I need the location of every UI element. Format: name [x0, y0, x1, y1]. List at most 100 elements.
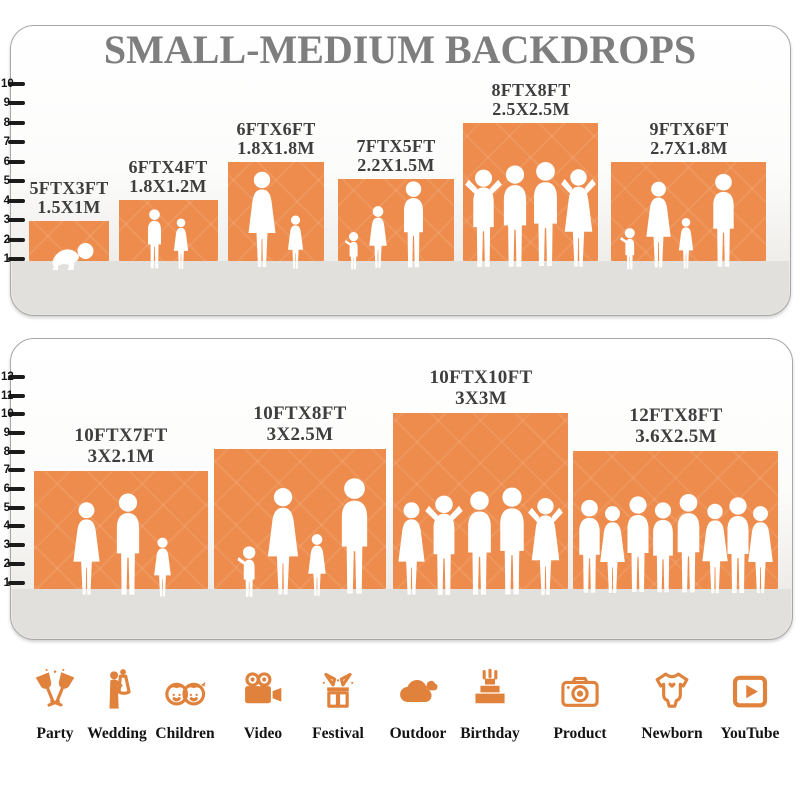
ruler-number: 10: [1, 408, 14, 420]
backdrop-size-label: 6FTX6FT 1.8X1.8M: [236, 119, 316, 158]
people-silhouette: [248, 171, 304, 269]
category-label: Wedding: [87, 725, 147, 742]
ruler-tick: [8, 450, 25, 454]
children-icon: [165, 682, 206, 706]
people-silhouette: [620, 173, 734, 270]
backdrop-9ftx6ft: [611, 162, 766, 270]
category-outdoor: Outdoor: [382, 666, 454, 743]
ruler-tick: [8, 238, 25, 242]
people-silhouette: [465, 162, 596, 267]
backdrop-10ftx7ft: [34, 471, 208, 597]
backdrop-5ftx3ft: [29, 221, 109, 270]
ruler-tick: [8, 160, 25, 164]
backdrop-6ftx6ft: [228, 162, 324, 269]
people-silhouette: [398, 487, 563, 595]
ruler-number: 6: [3, 483, 10, 495]
wedding-icon: [109, 669, 131, 709]
backdrop-size-label: 5FTX3FT 1.5X1M: [29, 178, 109, 217]
backdrop-7ftx5ft: [338, 179, 454, 270]
ruler-number: 9: [3, 427, 10, 439]
people-silhouette: [344, 181, 423, 270]
backdrop-size-label: 8FTX8FT 2.5X2.5M: [491, 80, 571, 119]
category-label: Children: [155, 725, 215, 742]
backdrop-size-label: 10FTX8FT 3X2.5M: [253, 403, 347, 445]
ruler-tick: [8, 121, 25, 125]
category-label: Newborn: [641, 725, 703, 742]
ruler-tick: [8, 543, 25, 547]
ruler-number: 10: [1, 78, 14, 90]
ruler-number: 3: [3, 214, 10, 226]
ruler-tick: [8, 82, 25, 86]
people-silhouette: [237, 478, 368, 597]
page-title: SMALL-MEDIUM BACKDROPS: [103, 27, 697, 72]
backdrop-size-label: 10FTX7FT 3X2.1M: [74, 425, 168, 467]
ruler-number: 4: [3, 195, 10, 207]
panel-floor: [12, 589, 791, 638]
ruler-tick: [8, 412, 25, 416]
ruler-tick: [8, 101, 25, 105]
category-product: Product: [544, 666, 616, 743]
ruler-tick: [8, 487, 25, 491]
backdrop-10ftx8ft: [214, 449, 386, 597]
ruler-tick: [8, 506, 25, 510]
ruler-number: 1: [3, 577, 10, 589]
category-wedding: Wedding: [81, 666, 153, 743]
ruler-number: 12: [1, 371, 14, 383]
youtube-icon: [732, 675, 768, 708]
ruler-number: 8: [3, 446, 10, 458]
ruler-tick: [8, 140, 25, 144]
product-icon: [561, 676, 599, 707]
category-label: Video: [243, 725, 283, 742]
category-video: Video: [227, 666, 299, 743]
small-backdrops-panel: 1 2 3 4 5 6 7 8 9 10 5FTX3FT 1.5X1M 6FTX…: [1, 25, 791, 316]
people-silhouette: [148, 209, 189, 269]
ruler-number: 1: [3, 253, 10, 265]
ruler-tick: [8, 394, 25, 398]
ruler-number: 11: [1, 390, 14, 402]
ruler-tick: [8, 431, 25, 435]
medium-backdrops-panel: 1 2 3 4 5 6 7 8 9 10 11 12 10FTX7FT 3X2.…: [1, 338, 793, 640]
ruler-number: 3: [3, 539, 10, 551]
outdoor-icon: [400, 679, 438, 702]
backdrop-12ftx8ft: [573, 451, 778, 594]
festival-icon: [322, 672, 354, 708]
category-label: Festival: [312, 725, 364, 742]
category-children: Children: [149, 666, 221, 743]
backdrop-size-label: 9FTX6FT 2.7X1.8M: [649, 119, 729, 158]
backdrop-8ftx8ft: [463, 123, 598, 267]
ruler-number: 7: [3, 464, 10, 476]
backdrop-size-label: 12FTX8FT 3.6X2.5M: [629, 405, 723, 447]
backdrop-size-label: 7FTX5FT 2.2X1.5M: [356, 136, 436, 175]
ruler-number: 6: [3, 156, 10, 168]
party-icon: [35, 668, 75, 707]
panel-floor: [12, 261, 789, 314]
backdrop-size-label: 10FTX10FT 3X3M: [429, 367, 533, 409]
ruler-number: 8: [3, 117, 10, 129]
ruler-number: 2: [3, 234, 10, 246]
category-label: YouTube: [720, 725, 780, 742]
backdrop-6ftx4ft: [119, 200, 218, 269]
ruler-tick: [8, 257, 25, 261]
category-festival: Festival: [302, 666, 374, 743]
people-silhouette: [579, 493, 773, 594]
newborn-icon: [655, 672, 689, 708]
ruler-number: 5: [3, 502, 10, 514]
backdrop-size-label: 6FTX4FT 1.8X1.2M: [128, 157, 208, 196]
category-birthday: Birthday: [454, 666, 526, 743]
ruler-tick: [8, 218, 25, 222]
ruler-number: 4: [3, 520, 10, 532]
people-silhouette: [73, 493, 171, 597]
ruler-tick: [8, 468, 25, 472]
category-youtube: YouTube: [714, 666, 786, 743]
category-party: Party: [19, 666, 91, 743]
birthday-icon: [475, 668, 505, 704]
ruler-tick: [8, 199, 25, 203]
ruler-number: 9: [3, 97, 10, 109]
ruler-number: 7: [3, 136, 10, 148]
category-label: Birthday: [460, 725, 520, 742]
ruler-tick: [8, 562, 25, 566]
category-newborn: Newborn: [636, 666, 708, 743]
ruler-number: 5: [3, 175, 10, 187]
category-label: Outdoor: [389, 725, 447, 742]
